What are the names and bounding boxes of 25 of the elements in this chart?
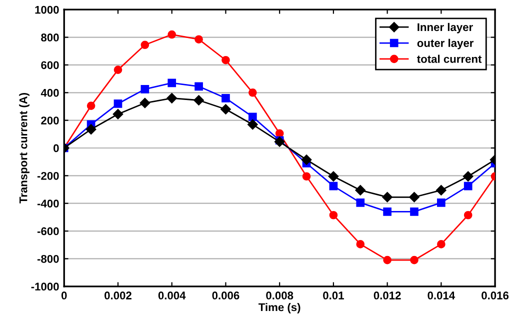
y-tick-label: 400 [40,88,59,97]
x-tick-label: 0 [61,292,67,300]
y-tick-label: 800 [41,34,59,42]
x-tick-label: 0.008 [266,292,294,300]
y-axis-title: Transport current (A) [19,92,30,204]
x-tick-label: 0.004 [158,292,186,300]
x-tick-label: 0.014 [428,292,456,300]
x-axis-title: Time (s) [258,303,300,314]
legend-label: total current [417,54,482,63]
y-tick-label: -200 [37,172,59,180]
y-tick-label: 600 [41,61,59,70]
x-tick-label: 0.01 [323,292,344,300]
y-tick-label: -600 [37,227,59,236]
x-tick-label: 0.002 [104,292,132,300]
y-tick-label: -1000 [31,282,59,291]
y-tick-label: -800 [37,254,59,263]
x-tick-label: 0.016 [482,292,509,300]
y-tick-label: 1000 [35,6,59,14]
x-tick-label: 0.012 [374,292,401,300]
x-tick-label: 0.006 [212,292,240,300]
y-tick-label: 200 [41,116,59,124]
legend-label: Inner layer [418,22,473,34]
y-tick-label: 0 [54,144,59,152]
legend-label: outer layer [417,38,474,50]
y-tick-label: -400 [37,200,59,208]
